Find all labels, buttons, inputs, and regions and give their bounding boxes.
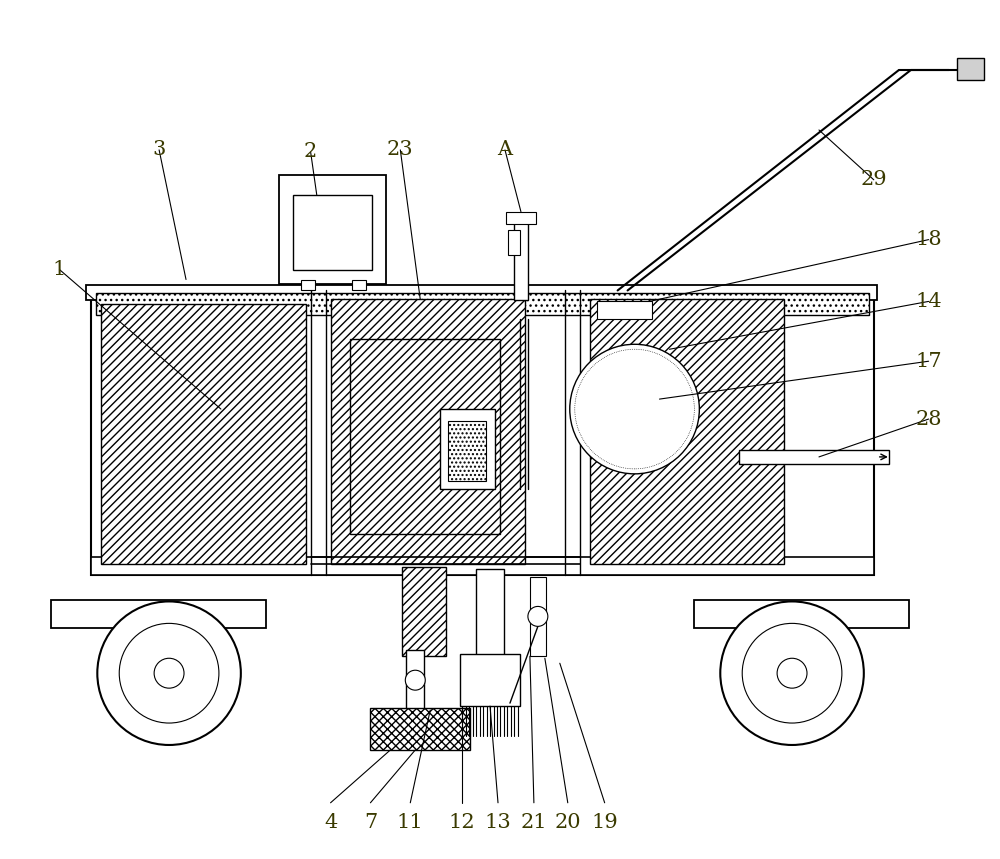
- Text: 18: 18: [915, 230, 942, 249]
- Circle shape: [528, 606, 548, 626]
- Circle shape: [575, 350, 694, 469]
- Text: 3: 3: [152, 140, 166, 160]
- Bar: [279, 175, 386, 284]
- Text: 17: 17: [915, 351, 942, 371]
- Circle shape: [777, 658, 807, 688]
- Text: 20: 20: [554, 813, 581, 832]
- Text: 14: 14: [915, 292, 942, 311]
- Bar: [597, 302, 652, 320]
- Bar: [448, 421, 486, 481]
- Circle shape: [570, 344, 699, 474]
- Bar: [331, 300, 525, 564]
- Bar: [694, 600, 909, 628]
- Circle shape: [97, 601, 241, 745]
- Bar: [402, 567, 446, 656]
- Circle shape: [405, 670, 425, 690]
- Text: 19: 19: [591, 813, 618, 832]
- Bar: [96, 294, 869, 315]
- Circle shape: [154, 658, 184, 688]
- Bar: [476, 569, 504, 656]
- Circle shape: [720, 601, 864, 745]
- Text: 29: 29: [860, 170, 887, 189]
- Bar: [406, 650, 424, 710]
- Bar: [530, 576, 546, 656]
- Text: 28: 28: [915, 410, 942, 429]
- Text: 2: 2: [304, 143, 317, 161]
- Bar: [91, 557, 874, 575]
- Bar: [460, 655, 520, 706]
- Text: 7: 7: [364, 813, 377, 832]
- Text: 23: 23: [387, 140, 414, 160]
- Bar: [293, 195, 372, 270]
- Bar: [508, 229, 520, 254]
- Bar: [101, 304, 306, 564]
- Bar: [51, 600, 266, 628]
- Bar: [350, 339, 500, 533]
- Text: 4: 4: [324, 813, 337, 832]
- Bar: [590, 300, 784, 564]
- Bar: [739, 450, 889, 464]
- Bar: [514, 221, 528, 301]
- Bar: [506, 211, 536, 223]
- Bar: [91, 290, 874, 575]
- Bar: [957, 58, 984, 80]
- Text: 21: 21: [521, 813, 547, 832]
- Text: A: A: [497, 140, 513, 160]
- Text: 11: 11: [397, 813, 424, 832]
- Bar: [86, 285, 877, 301]
- Bar: [301, 281, 315, 290]
- Text: 1: 1: [53, 260, 66, 279]
- Bar: [352, 281, 366, 290]
- Bar: [370, 708, 470, 750]
- Text: 13: 13: [485, 813, 511, 832]
- Bar: [440, 409, 495, 489]
- Text: 12: 12: [449, 813, 475, 832]
